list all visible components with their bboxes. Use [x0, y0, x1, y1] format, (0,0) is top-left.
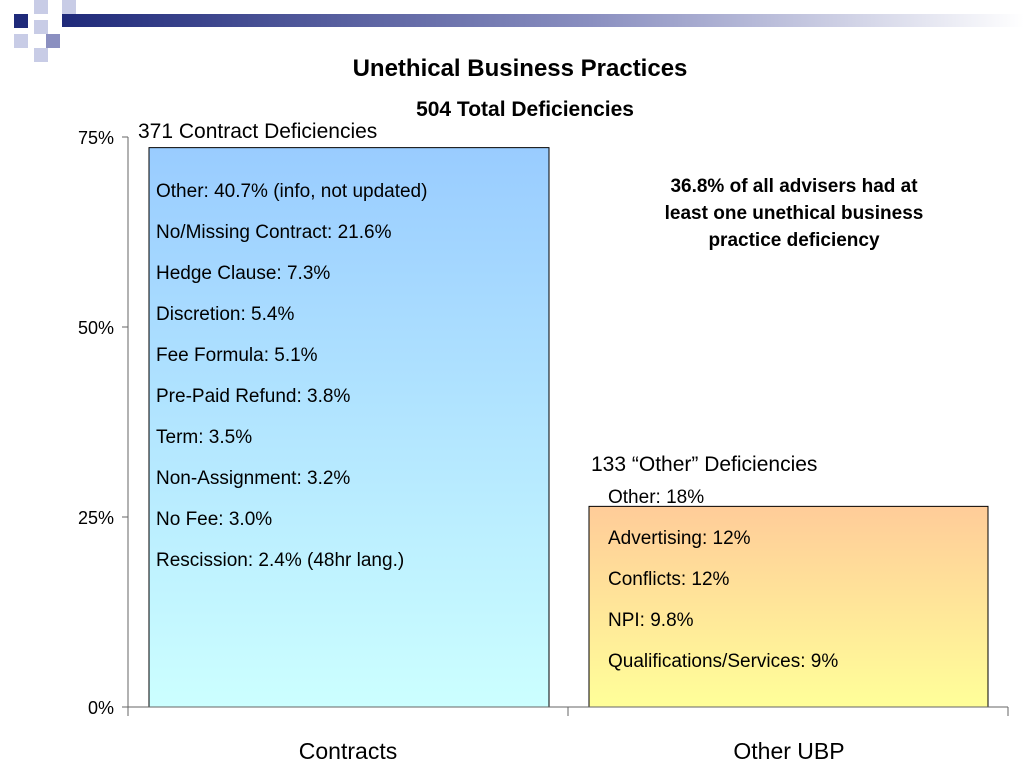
banner-square — [62, 0, 76, 14]
bar-label-other: 133 “Other” Deficiencies — [591, 453, 818, 476]
other-breakdown-item: Conflicts: 12% — [608, 569, 730, 590]
contracts-breakdown-item: Pre-Paid Refund: 3.8% — [156, 386, 351, 407]
header-banner — [14, 0, 1024, 62]
x-tick-label: Other UBP — [733, 738, 844, 764]
contracts-breakdown-item: No Fee: 3.0% — [156, 509, 273, 530]
banner-square — [46, 34, 60, 48]
banner-square — [34, 20, 48, 34]
y-tick-label: 50% — [78, 318, 114, 338]
contracts-breakdown-item: Discretion: 5.4% — [156, 304, 295, 325]
banner-square — [14, 34, 28, 48]
x-tick-label: Contracts — [299, 738, 397, 764]
advisers-callout: 36.8% of all advisers had at least one u… — [664, 176, 924, 251]
banner-square — [14, 14, 28, 28]
bar-contracts — [148, 147, 550, 708]
y-tick-label: 0% — [88, 698, 114, 718]
contracts-breakdown-item: No/Missing Contract: 21.6% — [156, 222, 392, 243]
banner-square — [34, 48, 48, 62]
other-breakdown-item: Advertising: 12% — [608, 528, 751, 549]
other-breakdown-item: Other: 18% — [608, 487, 705, 508]
contracts-breakdown-item: Non-Assignment: 3.2% — [156, 468, 351, 489]
chart-title: Unethical Business Practices — [352, 55, 688, 82]
contracts-breakdown-item: Rescission: 2.4% (48hr lang.) — [156, 550, 405, 571]
other-breakdown-list: Other: 18% Advertising: 12% Conflicts: 12%… — [608, 477, 838, 682]
y-tick-label: 25% — [78, 508, 114, 528]
contracts-breakdown-item: Other: 40.7% (info, not updated) — [156, 181, 428, 202]
contracts-breakdown-item: Term: 3.5% — [156, 427, 253, 448]
contracts-breakdown-item: Hedge Clause: 7.3% — [156, 263, 331, 284]
other-breakdown-item: Qualifications/Services: 9% — [608, 651, 839, 672]
banner-stripe — [62, 14, 1024, 27]
chart-subtitle: 504 Total Deficiencies — [416, 98, 634, 121]
bar-label-contracts: 371 Contract Deficiencies — [138, 120, 378, 143]
y-tick-label: 75% — [78, 128, 114, 148]
banner-square — [34, 0, 48, 14]
bar-other-ubp — [588, 505, 989, 708]
other-breakdown-item: NPI: 9.8% — [608, 610, 694, 631]
contracts-breakdown-item: Fee Formula: 5.1% — [156, 345, 318, 366]
contracts-breakdown-list: Other: 40.7% (info, not updated) No/Missi… — [156, 171, 427, 581]
